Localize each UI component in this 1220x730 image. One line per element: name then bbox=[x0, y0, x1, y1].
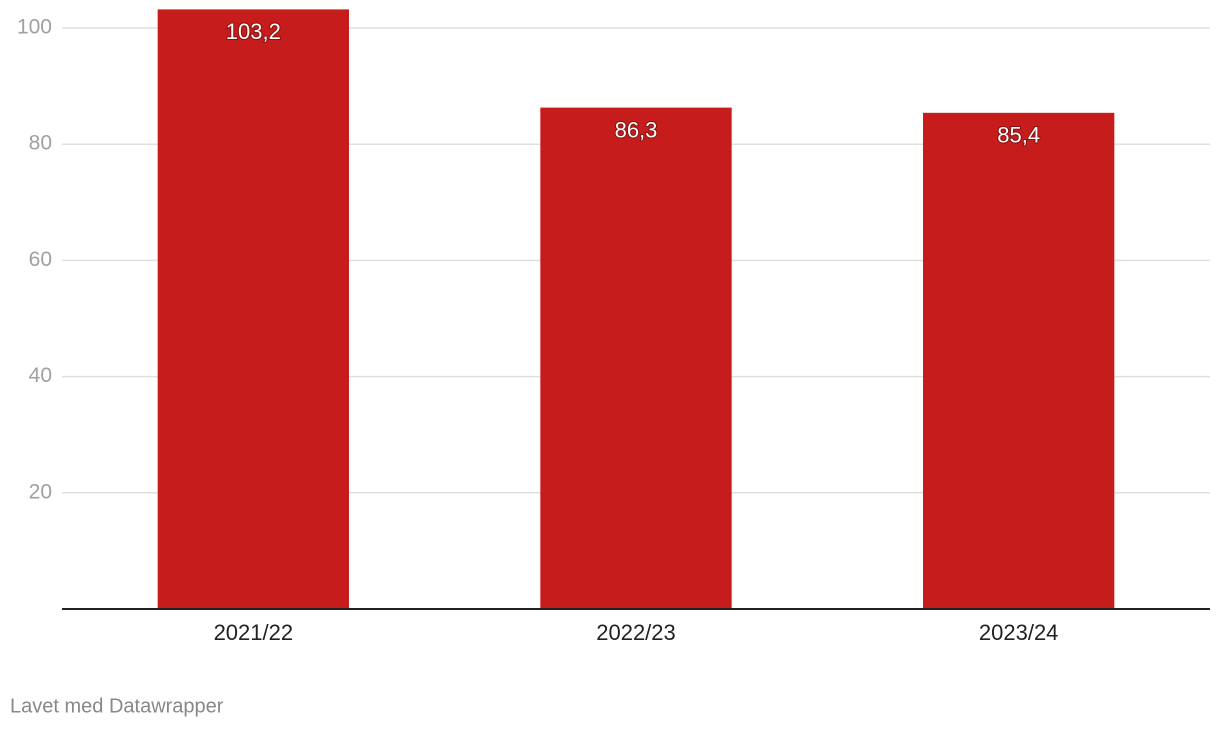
x-tick-label: 2021/22 bbox=[214, 620, 294, 645]
data-label: 85,4 bbox=[997, 123, 1040, 148]
x-tick-label: 2022/23 bbox=[596, 620, 676, 645]
y-tick-label: 40 bbox=[29, 364, 52, 387]
y-tick-label: 80 bbox=[29, 132, 52, 155]
y-tick-label: 60 bbox=[29, 248, 52, 271]
data-label: 103,2 bbox=[226, 19, 281, 44]
y-tick-label: 100 bbox=[17, 16, 52, 39]
bar bbox=[923, 112, 1115, 609]
bar bbox=[540, 107, 732, 610]
bar bbox=[157, 9, 349, 609]
y-tick-label: 20 bbox=[29, 480, 52, 503]
data-label: 86,3 bbox=[615, 117, 658, 142]
footer: Lavet med Datawrapper bbox=[10, 695, 224, 717]
x-tick-label: 2023/24 bbox=[979, 620, 1059, 645]
